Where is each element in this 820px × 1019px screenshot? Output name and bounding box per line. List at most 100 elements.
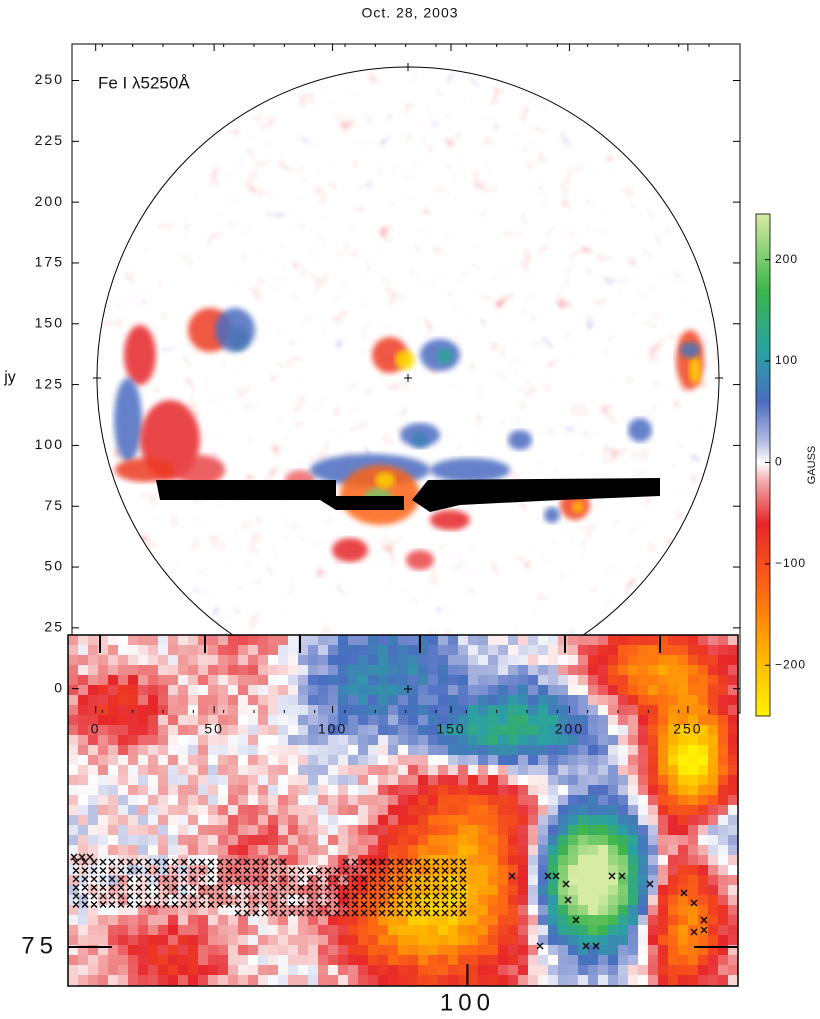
zoom-pixel: [718, 965, 729, 976]
zoom-pixel: [208, 805, 219, 816]
zoom-pixel: [688, 685, 699, 696]
zoom-pixel: [578, 645, 589, 656]
zoom-pixel: [478, 815, 489, 826]
zoom-pixel: [438, 905, 449, 916]
zoom-pixel: [608, 855, 619, 866]
zoom-pixel: [528, 695, 539, 706]
zoom-pixel: [288, 935, 299, 946]
zoom-pixel: [118, 635, 129, 646]
zoom-pixel: [608, 765, 619, 776]
zoom-pixel: [208, 675, 219, 686]
zoom-pixel: [178, 765, 189, 776]
zoom-pixel: [158, 745, 169, 756]
zoom-pixel: [298, 805, 309, 816]
zoom-pixel: [678, 865, 689, 876]
zoom-pixel: [268, 775, 279, 786]
zoom-pixel: [318, 755, 329, 766]
zoom-pixel: [98, 725, 109, 736]
zoom-pixel: [578, 765, 589, 776]
zoom-pixel: [478, 695, 489, 706]
zoom-pixel: [548, 665, 559, 676]
zoom-pixel: [438, 665, 449, 676]
zoom-pixel: [88, 755, 99, 766]
zoom-pixel: [168, 655, 179, 666]
zoom-pixel: [348, 975, 359, 986]
zoom-pixel: [678, 905, 689, 916]
zoom-pixel: [518, 765, 529, 776]
zoom-pixel: [438, 655, 449, 666]
zoom-pixel: [338, 815, 349, 826]
y-tick-label: 25: [44, 619, 64, 635]
zoom-pixel: [718, 945, 729, 956]
zoom-pixel: [728, 915, 738, 926]
zoom-pixel: [458, 915, 469, 926]
zoom-pixel: [78, 675, 89, 686]
zoom-pixel: [718, 845, 729, 856]
zoom-pixel: [238, 685, 249, 696]
zoom-pixel: [268, 765, 279, 776]
zoom-pixel: [318, 735, 329, 746]
zoom-pixel: [568, 895, 579, 906]
zoom-pixel: [398, 725, 409, 736]
zoom-pixel: [128, 705, 139, 716]
zoom-pixel: [378, 965, 389, 976]
zoom-pixel: [88, 795, 99, 806]
y-axis-label: jy: [3, 369, 16, 386]
zoom-pixel: [478, 825, 489, 836]
zoom-pixel: [698, 725, 709, 736]
zoom-pixel: [528, 945, 539, 956]
zoom-pixel: [718, 935, 729, 946]
zoom-pixel: [148, 845, 159, 856]
zoom-pixel: [598, 885, 609, 896]
zoom-pixel: [188, 885, 199, 896]
zoom-pixel: [358, 915, 369, 926]
zoom-pixel: [368, 645, 379, 656]
zoom-pixel: [68, 825, 79, 836]
zoom-pixel: [448, 915, 459, 926]
zoom-pixel: [278, 855, 289, 866]
zoom-pixel: [608, 915, 619, 926]
zoom-pixel: [288, 635, 299, 646]
zoom-pixel: [268, 925, 279, 936]
zoom-pixel: [338, 965, 349, 976]
zoom-pixel: [368, 895, 379, 906]
zoom-pixel: [398, 975, 409, 986]
zoom-pixel: [328, 835, 339, 846]
zoom-pixel: [548, 855, 559, 866]
zoom-pixel: [648, 915, 659, 926]
zoom-pixel: [98, 795, 109, 806]
zoom-pixel: [138, 745, 149, 756]
zoom-pixel: [378, 775, 389, 786]
zoom-pixel: [228, 735, 239, 746]
zoom-pixel: [648, 645, 659, 656]
zoom-pixel: [628, 865, 639, 876]
zoom-pixel: [568, 925, 579, 936]
zoom-pixel: [558, 695, 569, 706]
zoom-pixel: [268, 945, 279, 956]
zoom-pixel: [368, 915, 379, 926]
zoom-pixel: [398, 915, 409, 926]
zoom-pixel: [728, 705, 738, 716]
zoom-pixel: [698, 885, 709, 896]
zoom-pixel: [318, 655, 329, 666]
zoom-pixel: [328, 965, 339, 976]
zoom-pixel: [428, 895, 439, 906]
zoom-pixel: [288, 675, 299, 686]
zoom-pixel: [178, 645, 189, 656]
zoom-pixel: [288, 685, 299, 696]
zoom-pixel: [548, 765, 559, 776]
zoom-pixel: [278, 905, 289, 916]
zoom-pixel: [588, 665, 599, 676]
zoom-pixel: [568, 885, 579, 896]
zoom-pixel: [108, 815, 119, 826]
zoom-pixel: [238, 895, 249, 906]
zoom-pixel: [208, 765, 219, 776]
zoom-pixel: [538, 785, 549, 796]
zoom-pixel: [678, 735, 689, 746]
zoom-pixel: [608, 755, 619, 766]
zoom-pixel: [488, 665, 499, 676]
zoom-pixel: [658, 715, 669, 726]
zoom-pixel: [588, 635, 599, 646]
zoom-pixel: [248, 735, 259, 746]
zoom-pixel: [218, 655, 229, 666]
